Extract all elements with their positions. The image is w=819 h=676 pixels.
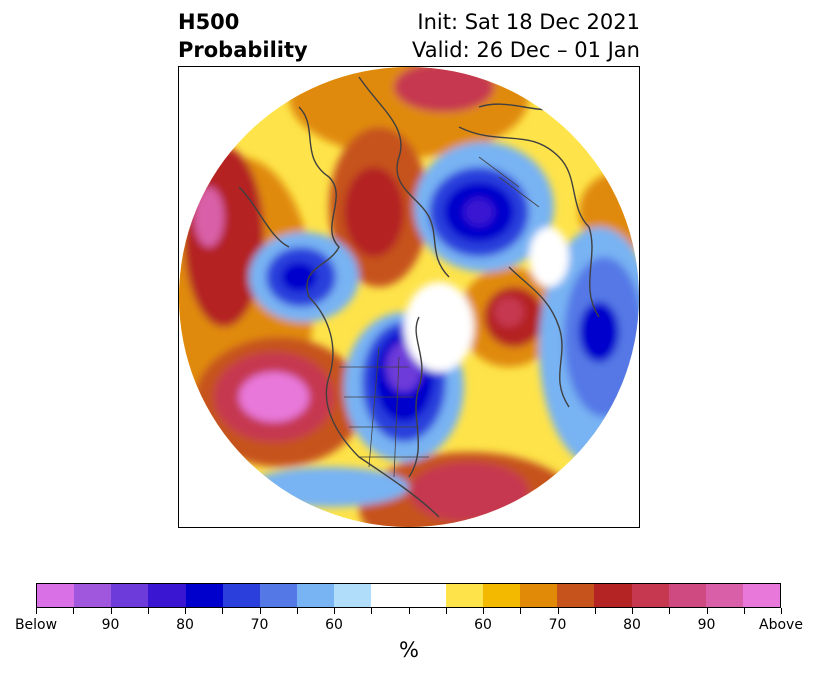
title-product: Probability	[178, 38, 308, 62]
colorbar-tick	[371, 608, 373, 614]
colorbar-tick	[73, 608, 75, 614]
colorbar-tick-label: 80	[176, 617, 194, 633]
colorbar-tick	[296, 608, 298, 614]
colorbar-segment	[222, 584, 260, 607]
colorbar-tick-label: 90	[101, 617, 120, 633]
colorbar-tick	[594, 608, 596, 614]
colorbar-tick	[669, 608, 671, 614]
colorbar-tick-label: 80	[623, 617, 641, 633]
colorbar-tick-label: Above	[759, 617, 803, 633]
colorbar-tick	[110, 608, 112, 614]
colorbar-segment	[185, 584, 223, 607]
colorbar-segment	[705, 584, 743, 607]
colorbar-tick	[36, 608, 37, 614]
colorbar-unit-label: %	[399, 638, 419, 662]
colorbar-segment	[742, 584, 781, 607]
probability-map-svg	[179, 67, 639, 527]
colorbar-segment	[297, 584, 335, 607]
chart-title-left: H500 Probability	[178, 8, 308, 64]
colorbar-segment	[631, 584, 669, 607]
colorbar	[36, 583, 781, 608]
title-valid-range: Valid: 26 Dec – 01 Jan	[411, 38, 640, 62]
colorbar-tick-label: 60	[474, 617, 492, 633]
colorbar-segment	[37, 584, 75, 607]
colorbar-segment	[445, 584, 483, 607]
colorbar-segment	[259, 584, 298, 607]
colorbar-tick-label: 90	[697, 617, 716, 633]
colorbar-segment	[148, 584, 186, 607]
colorbar-tick-label: 70	[250, 617, 269, 633]
title-variable: H500	[178, 10, 240, 34]
colorbar-tick	[743, 608, 745, 614]
colorbar-segment	[408, 584, 446, 607]
colorbar-segment	[594, 584, 632, 607]
colorbar-tick	[408, 608, 410, 614]
coastlines	[238, 76, 600, 518]
colorbar-tick	[557, 608, 559, 614]
colorbar-segment	[520, 584, 558, 607]
colorbar-segment	[371, 584, 409, 607]
colorbar-tick	[147, 608, 149, 614]
borders	[339, 156, 540, 478]
probability-field	[179, 67, 639, 527]
colorbar-tick	[334, 608, 335, 614]
colorbar-tick	[222, 608, 224, 614]
title-init-date: Init: Sat 18 Dec 2021	[417, 10, 640, 34]
colorbar-segment	[111, 584, 149, 607]
colorbar-tick-label: 70	[548, 617, 567, 633]
colorbar-tick	[483, 608, 484, 614]
colorbar-tick	[259, 608, 261, 614]
colorbar-tick	[185, 608, 186, 614]
colorbar-tick-label: 60	[325, 617, 343, 633]
polar-map	[178, 66, 640, 528]
colorbar-segment	[74, 584, 112, 607]
colorbar-tick-label: Below	[14, 617, 58, 633]
colorbar-segment	[557, 584, 595, 607]
chart-title-right: Init: Sat 18 Dec 2021 Valid: 26 Dec – 01…	[412, 8, 640, 64]
colorbar-tick	[520, 608, 522, 614]
colorbar-tick	[445, 608, 447, 614]
colorbar-segment	[334, 584, 372, 607]
colorbar-tick	[632, 608, 633, 614]
colorbar-tick	[706, 608, 708, 614]
colorbar-segment	[668, 584, 706, 607]
colorbar-tick	[781, 608, 782, 614]
colorbar-segment	[482, 584, 521, 607]
